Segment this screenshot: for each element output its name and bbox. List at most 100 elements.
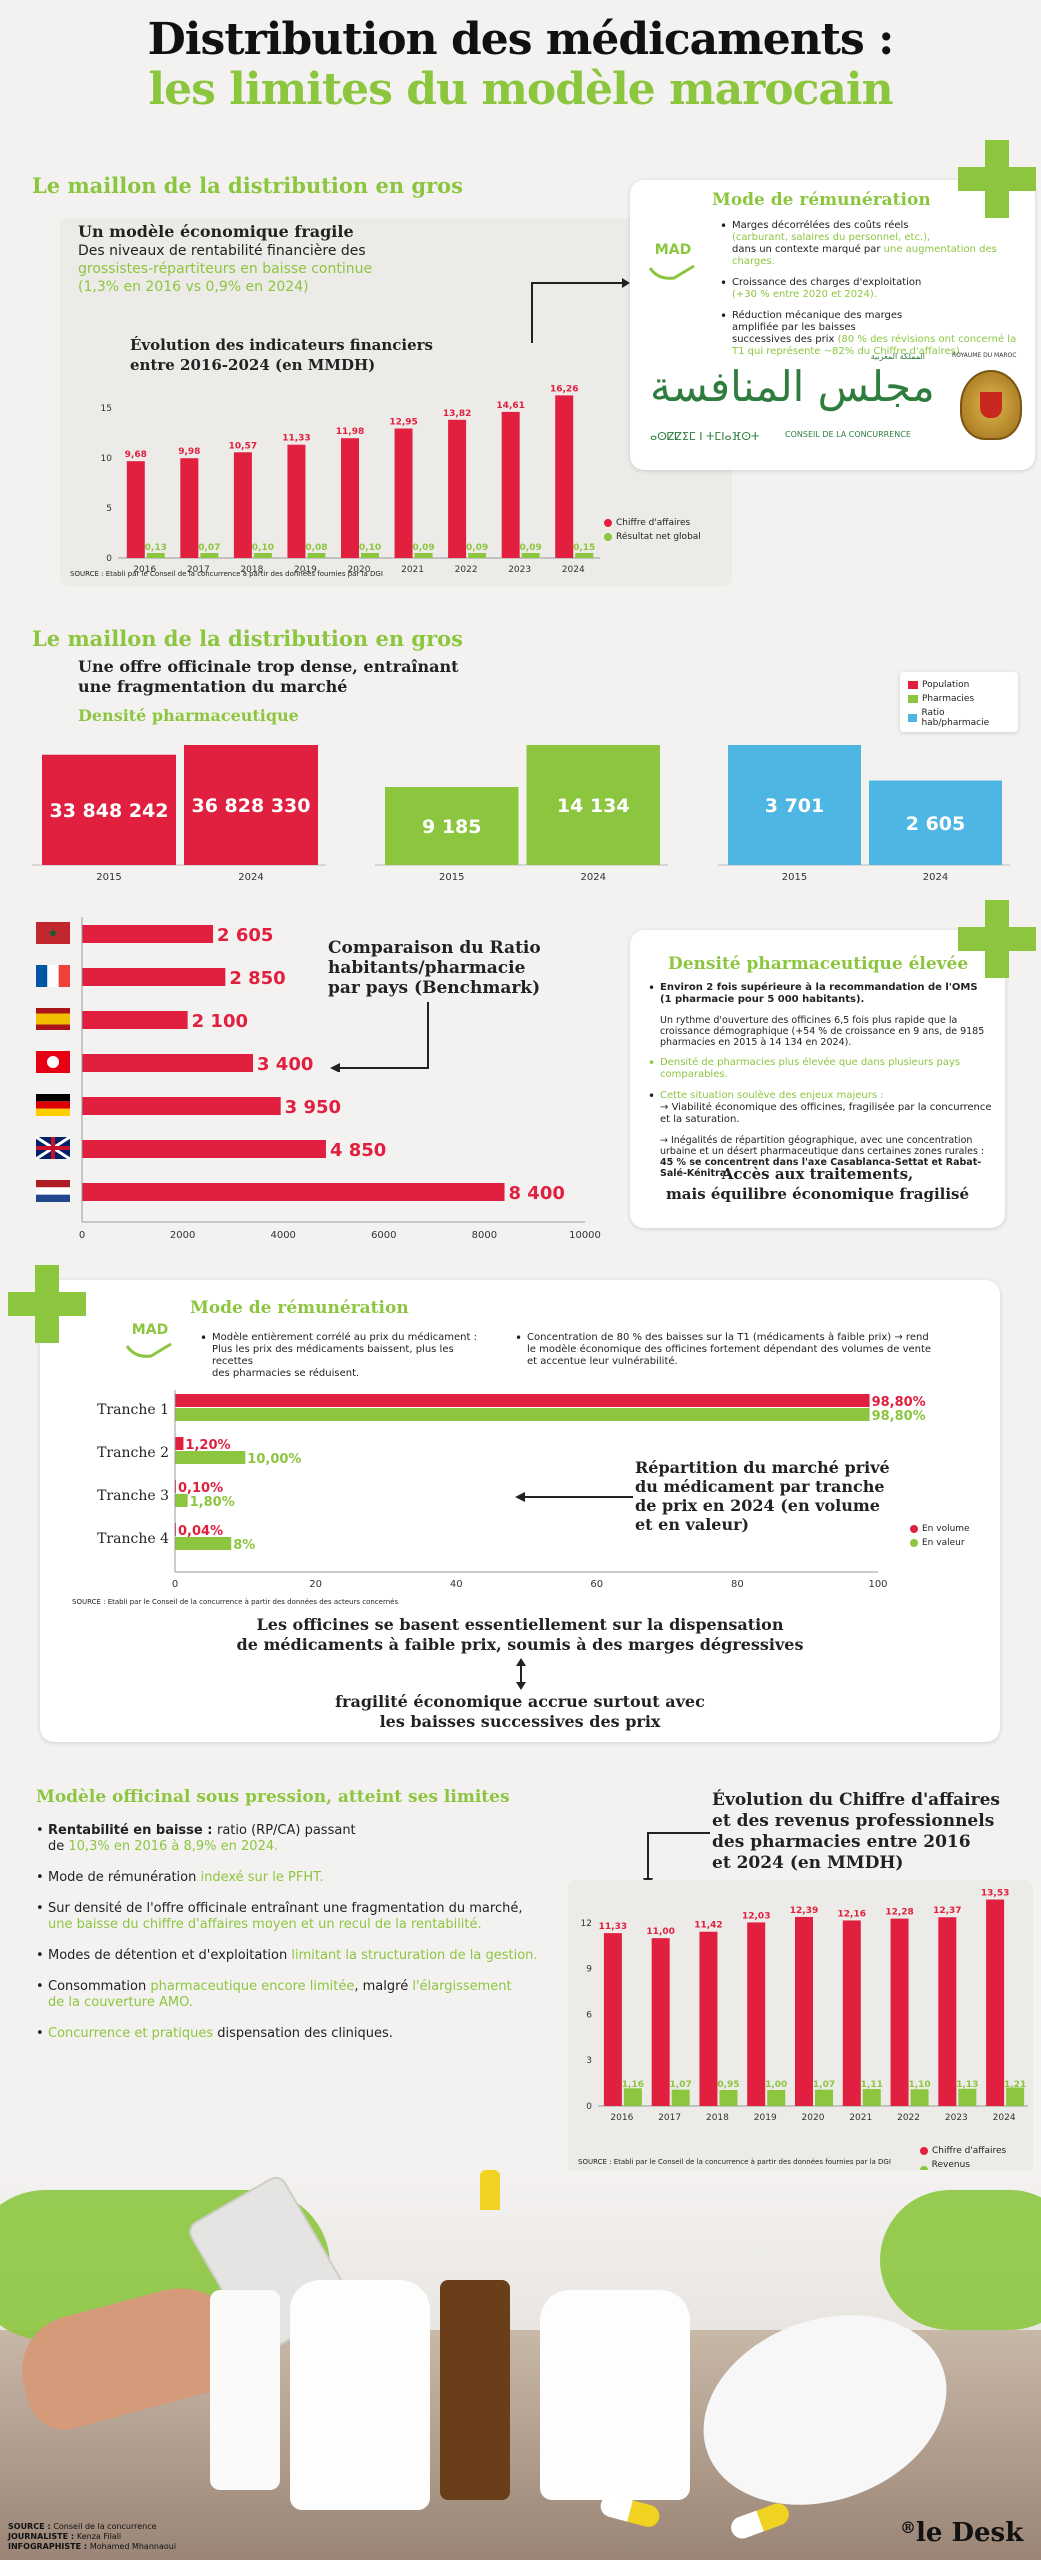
conseil-label: CONSEIL DE LA CONCURRENCE <box>785 430 911 439</box>
benchmark-bar-pays-bas <box>82 1183 505 1201</box>
data-label: 0,15 <box>573 543 595 553</box>
x-tick-label: 6000 <box>371 1230 396 1241</box>
bar-revenus-professionnels-2018 <box>719 2090 738 2106</box>
dense-b5c: 45 % se concentrent dans l'axe Casablanc… <box>660 1157 982 1179</box>
legend-rn: Résultat net global <box>616 532 701 542</box>
bar-chiffre-d-affaires-2020 <box>341 438 359 558</box>
data-label: 12,39 <box>790 1906 818 1916</box>
density-year-label: 2024 <box>238 872 263 883</box>
x-tick-label: 2020 <box>348 565 371 575</box>
s3-t2a: Concentration de 80 % des baisses sur la… <box>527 1332 929 1343</box>
dropper-cap <box>480 2170 500 2210</box>
remu-b1d: une augmentation des charges. <box>732 244 997 267</box>
bar-revenus-professionnels-2021 <box>862 2089 881 2106</box>
s4-l5d: l'élargissement <box>412 1979 512 1994</box>
s1-chart-title-b: entre 2016-2024 (en MMDH) <box>130 356 376 374</box>
s3-t1c: des pharmacies se réduisent. <box>212 1368 360 1379</box>
plus-icon-1 <box>958 140 1036 218</box>
bar-chiffre-d-affaires-2016 <box>603 1933 622 2106</box>
s4-chart-title: Évolution du Chiffre d'affaires et des r… <box>712 1790 1000 1874</box>
y-tick-label: 10 <box>101 454 113 464</box>
remu-b1b: (carburant, salaires du personnel, etc.)… <box>732 232 931 243</box>
benchmark-bar-france <box>82 968 226 986</box>
s3-concl2a: fragilité économique accrue surtout avec <box>335 1692 705 1711</box>
tifinagh-text: ⴰⵙⵇⵇⵉⵎ ⵏ ⵜⵎⵏⴰⴼⵙⵜ <box>650 430 760 443</box>
x-tick-label: 2018 <box>706 2113 729 2123</box>
x-tick-label: 2021 <box>849 2113 872 2123</box>
data-label: 12,95 <box>389 418 417 428</box>
dense-b5b: urbaine et un désert pharmaceutique dans… <box>660 1146 985 1157</box>
data-label: 1,21 <box>1004 2080 1026 2090</box>
flag-star: ★ <box>48 926 59 940</box>
x-tick-label: 10000 <box>569 1230 601 1241</box>
legend-ca: Chiffre d'affaires <box>616 518 691 528</box>
arabic-logo-text: مجلس المنافسة <box>650 362 935 411</box>
data-label: 1,07 <box>813 2080 835 2090</box>
green-blob-right <box>880 2190 1041 2330</box>
x-tick-label: 2019 <box>754 2113 777 2123</box>
flag-stripe <box>36 1187 70 1195</box>
plus-icon-3 <box>8 1265 86 1343</box>
bar-chiffre-d-affaires-2018 <box>699 1931 718 2106</box>
tranche-legend: En volume En valeur <box>910 1520 970 1552</box>
density-bar-population-2015 <box>42 754 176 865</box>
y-tick-label: 0 <box>586 2102 592 2112</box>
s4-l4b: limitant la structuration de la gestion. <box>291 1948 538 1963</box>
s4-l5b: pharmaceutique encore limitée <box>150 1979 355 1994</box>
plus-icon-2 <box>958 900 1036 978</box>
bottle-2 <box>290 2280 430 2510</box>
data-label: 1,10 <box>908 2080 930 2090</box>
flag-stripe <box>36 965 48 987</box>
x-tick-label: 2023 <box>508 565 531 575</box>
bar-revenus-professionnels-2023 <box>958 2088 977 2106</box>
tranche-bar-en-valeur-1 <box>175 1408 870 1421</box>
bar-chiffre-d-affaires-2024 <box>986 1899 1005 2106</box>
chart1-legend: Chiffre d'affaires Résultat net global <box>604 514 701 546</box>
dense-p2a: Un rythme d'ouverture des officines 6,5 … <box>660 1015 958 1026</box>
density-card: Densité pharmaceutique élevée Environ 2 … <box>630 930 1005 1228</box>
tranche-bar-en-valeur-2 <box>175 1451 246 1464</box>
dense-heading: Densité pharmaceutique élevée <box>668 954 969 974</box>
data-label: 0,09 <box>466 543 488 553</box>
dense-b5a: Inégalités de répartition géographique, … <box>670 1135 973 1146</box>
x-tick-label: 4000 <box>270 1230 295 1241</box>
credit-source-key: SOURCE : <box>8 2522 54 2531</box>
s3-t2c: et accentue leur vulnérabilité. <box>527 1356 678 1367</box>
medicine-photo <box>0 2170 1041 2560</box>
data-label: 0,10 <box>359 543 381 553</box>
dense-p2b: croissance démographique (+54 % de crois… <box>660 1026 985 1037</box>
section-2-heading: Le maillon de la distribution en gros <box>32 626 463 651</box>
x-tick-label: 2017 <box>187 565 210 575</box>
le-desk-logo: ®le Desk <box>900 2518 1024 2548</box>
benchmark-bar-espagne <box>82 1011 188 1029</box>
tranche-value-label: 98,80% <box>872 1409 926 1424</box>
benchmark-chart: ★ 2 605 2 850 2 100 3 400 3 950 4 850 8 400 0 200… <box>35 917 601 1241</box>
data-label: 11,98 <box>336 427 364 437</box>
data-label: 0,10 <box>252 543 274 553</box>
credit-info-key: INFOGRAPHISTE : <box>8 2542 90 2551</box>
dense-p2c: pharmacies en 2015 à 14 134 en 2024). <box>660 1037 852 1048</box>
x-tick-label: 80 <box>731 1579 744 1590</box>
density-value-label: 2 605 <box>906 813 966 835</box>
pricing-card: Mode de rémunération MAD Modèle entièrem… <box>40 1280 1000 1742</box>
tranche-label: Tranche 1 <box>97 1402 169 1418</box>
s4-l5a: Consommation <box>48 1979 151 1994</box>
x-tick-label: 60 <box>590 1579 603 1590</box>
amber-bottle <box>440 2280 510 2500</box>
bar-r-sultat-net-global-2023 <box>521 553 540 558</box>
credit-info-val: Mohamed Mhannaoui <box>89 2542 177 2551</box>
tranche-value-label: 98,80% <box>872 1395 926 1410</box>
s3-source: SOURCE : Etabli par le Conseil de la con… <box>72 1598 399 1606</box>
data-label: 13,82 <box>443 409 471 419</box>
flag-stripe <box>58 965 70 987</box>
density-bar-population-2024 <box>184 745 318 865</box>
y-tick-label: 0 <box>106 554 112 564</box>
flag-stripe <box>36 1013 70 1025</box>
bar-r-sultat-net-global-2016 <box>146 553 165 558</box>
s4-source: SOURCE : Etabli par le Conseil de la con… <box>578 2158 891 2166</box>
bar-chiffre-d-affaires-2019 <box>287 444 306 558</box>
bar-chiffre-d-affaires-2017 <box>180 458 199 558</box>
tranche-label: Tranche 4 <box>97 1531 169 1547</box>
bar-r-sultat-net-global-2024 <box>575 553 594 558</box>
y-tick-label: 5 <box>106 504 112 514</box>
